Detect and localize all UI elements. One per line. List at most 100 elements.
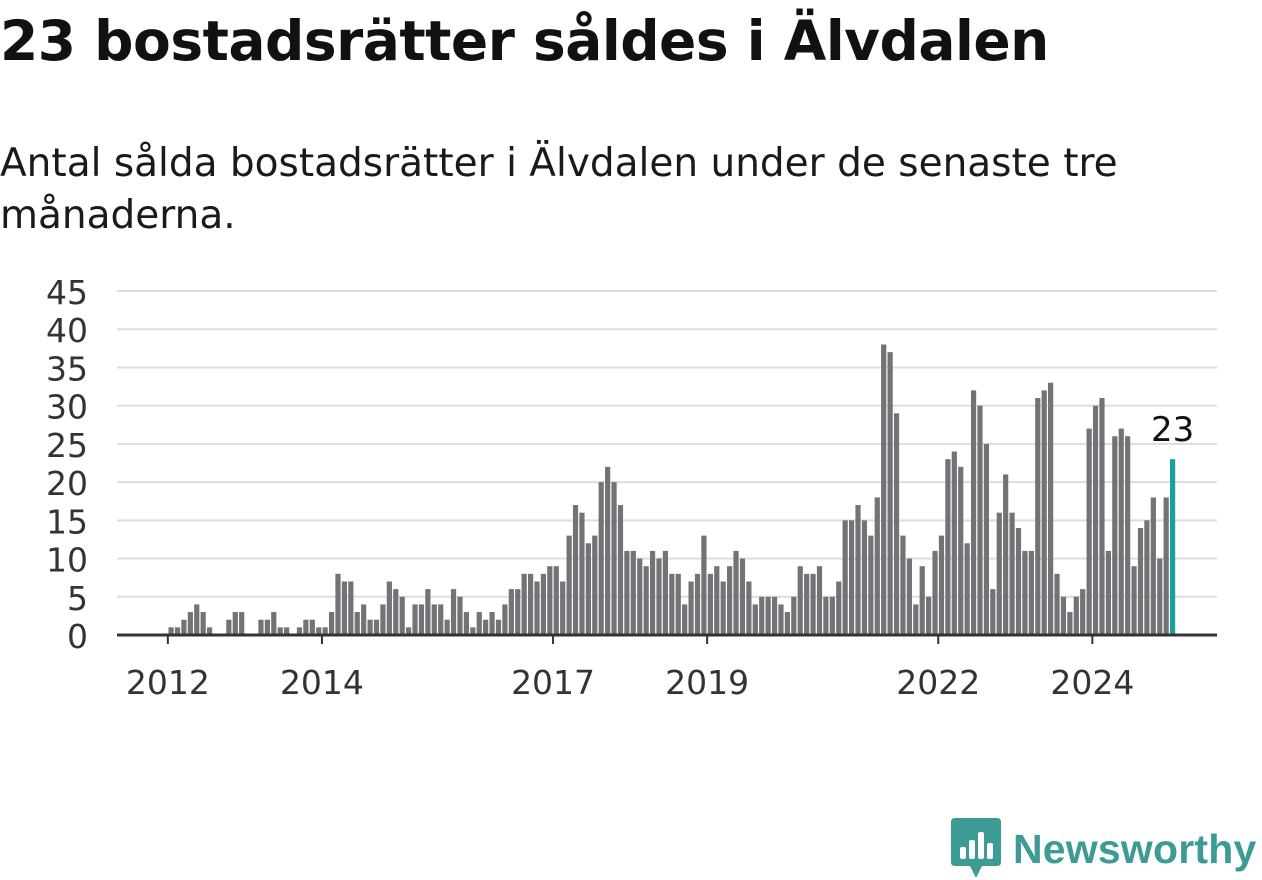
bar: [1028, 550, 1034, 635]
bar: [1086, 428, 1092, 635]
bar: [977, 405, 983, 635]
bar: [810, 573, 816, 635]
bar: [277, 627, 283, 635]
bar: [771, 596, 778, 635]
bar: [418, 604, 425, 635]
bar: [874, 497, 880, 635]
bar: [181, 619, 187, 635]
bar: [624, 550, 630, 635]
bar: [765, 596, 771, 635]
bar: [508, 589, 514, 635]
bar: [540, 573, 547, 635]
bar: [354, 612, 360, 635]
bar: [232, 612, 238, 635]
bar: [470, 627, 476, 635]
bar: [335, 573, 341, 635]
bar: [1150, 497, 1156, 635]
bar: [752, 604, 758, 635]
bar: [495, 619, 502, 635]
bar: [958, 466, 964, 635]
bar: [662, 550, 669, 635]
bar: [585, 543, 591, 635]
bar: [778, 604, 784, 635]
y-tick-label: 40: [46, 311, 88, 350]
bar: [1092, 405, 1099, 635]
bar: [444, 619, 450, 635]
bar: [393, 589, 399, 635]
bar: [816, 566, 823, 635]
bar: [727, 566, 733, 635]
bar: [797, 566, 803, 635]
newsworthy-logo: Newsworthy: [951, 818, 1257, 880]
bar: [1157, 558, 1163, 635]
bar: [463, 612, 469, 635]
bar: [656, 558, 662, 635]
bar: [694, 573, 701, 635]
bar: [1009, 512, 1015, 635]
bar: [611, 482, 617, 635]
bar: [174, 627, 181, 635]
bar: [643, 566, 649, 635]
x-tick-label: 2019: [665, 663, 749, 702]
bar: [386, 581, 392, 635]
bar: [605, 466, 611, 635]
bar: [534, 581, 540, 635]
y-tick-label: 35: [46, 349, 88, 388]
bar: [1163, 497, 1169, 635]
bar: [990, 589, 996, 635]
bar: [733, 550, 739, 635]
bar: [309, 619, 315, 635]
bar: [579, 512, 585, 635]
bar: [682, 604, 688, 635]
bar: [1048, 382, 1054, 635]
bar: [1144, 520, 1150, 635]
bar: [399, 596, 405, 635]
bar: [592, 535, 598, 635]
bar: [572, 505, 579, 635]
bar: [316, 627, 322, 635]
bar: [322, 627, 328, 635]
bar: [784, 612, 790, 635]
bar: [900, 535, 906, 635]
bar: [1105, 550, 1111, 635]
bar: [848, 520, 855, 635]
bar: [438, 604, 444, 635]
bar: [759, 596, 765, 635]
bar: [187, 612, 193, 635]
bar: [1022, 550, 1028, 635]
bar: [1060, 596, 1067, 635]
bar: [836, 581, 842, 635]
x-tick-label: 2024: [1050, 663, 1134, 702]
bar: [951, 451, 957, 635]
bar: [476, 612, 482, 635]
bar: [675, 573, 681, 635]
y-tick-label: 20: [46, 464, 88, 503]
bar: [637, 558, 643, 635]
bar: [701, 535, 707, 635]
bar: [913, 604, 919, 635]
x-tick-label: 2017: [511, 663, 595, 702]
bar: [553, 566, 559, 635]
bar: [945, 459, 951, 635]
bar: [1015, 527, 1022, 635]
bar: [341, 581, 348, 635]
x-axis: 2012 2014 2017 2019 2022 2024: [117, 633, 1217, 702]
bar: [296, 627, 303, 635]
bar: [380, 604, 386, 635]
bar: [284, 627, 290, 635]
bar: [348, 581, 354, 635]
highlight-bar: [1169, 459, 1176, 635]
bar: [720, 581, 726, 635]
bar: [630, 550, 636, 635]
bar: [855, 505, 861, 635]
y-tick-label: 0: [67, 617, 88, 656]
bar: [829, 596, 835, 635]
highlight-value-label: 23: [1151, 410, 1194, 450]
bar: [739, 558, 746, 635]
chart-subtitle: Antal sålda bostadsrätter i Älvdalen und…: [0, 141, 1118, 238]
bar: [328, 612, 335, 635]
bar: [1073, 596, 1079, 635]
bar: [547, 566, 553, 635]
bar: [566, 535, 572, 635]
